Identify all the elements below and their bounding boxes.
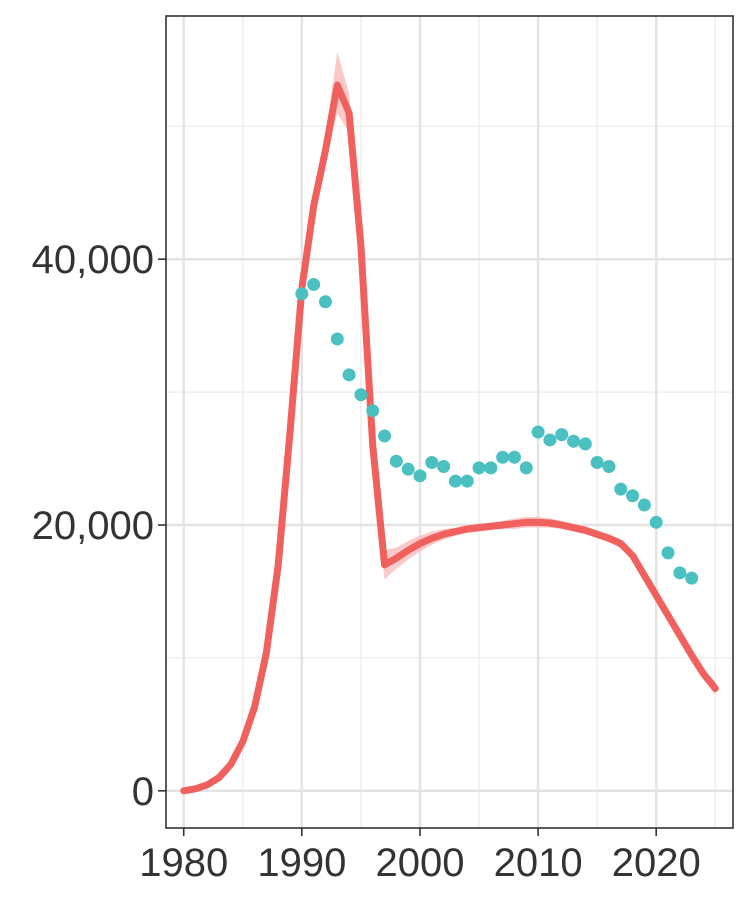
data-point	[531, 425, 545, 439]
data-point	[602, 460, 616, 474]
data-point	[295, 287, 309, 301]
y-axis: 0 20,000 40,000	[32, 238, 166, 814]
data-point	[507, 450, 521, 464]
data-point	[661, 546, 675, 560]
x-tick-label: 2000	[375, 841, 464, 885]
data-point	[555, 428, 569, 442]
data-point	[614, 482, 628, 496]
data-point	[378, 429, 392, 443]
trend-line	[180, 81, 719, 795]
y-tick-label: 0	[132, 770, 154, 814]
x-axis: 1980 1990 2000 2010 2020	[139, 828, 701, 885]
data-point	[567, 434, 581, 448]
x-tick-label: 2010	[494, 841, 583, 885]
data-point	[366, 404, 380, 418]
observed-points-layer	[295, 277, 699, 585]
grid	[166, 16, 733, 828]
data-point	[543, 433, 557, 447]
y-tick-label: 40,000	[32, 238, 154, 282]
data-point	[437, 460, 451, 474]
data-point	[460, 474, 474, 488]
data-point	[649, 515, 663, 529]
data-point	[330, 332, 344, 346]
data-point	[389, 454, 403, 468]
data-point	[413, 469, 427, 483]
data-point	[578, 437, 592, 451]
x-tick-label: 1980	[139, 841, 228, 885]
data-point	[472, 461, 486, 475]
data-point	[401, 462, 415, 476]
data-point	[448, 474, 462, 488]
x-tick-label: 1990	[257, 841, 346, 885]
x-tick-label: 2020	[612, 841, 701, 885]
panel-border	[165, 15, 734, 829]
trend-line-layer	[180, 81, 719, 795]
data-point	[685, 571, 699, 585]
data-point	[626, 489, 640, 503]
data-point	[637, 498, 651, 512]
data-point	[307, 277, 321, 291]
data-point	[496, 450, 510, 464]
data-point	[484, 461, 498, 475]
data-point	[425, 456, 439, 470]
data-point	[590, 456, 604, 470]
data-point	[519, 461, 533, 475]
y-tick-label: 20,000	[32, 504, 154, 548]
data-point	[342, 368, 356, 382]
data-point	[318, 295, 332, 309]
data-point	[673, 566, 687, 580]
data-point	[354, 388, 368, 402]
